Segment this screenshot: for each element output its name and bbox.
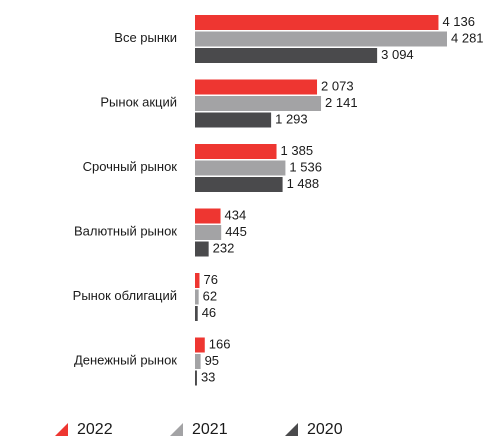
category-label: Рынок облигаций — [73, 288, 177, 303]
legend-label: 2020 — [307, 421, 343, 438]
value-label: 1 488 — [287, 176, 320, 191]
bar — [195, 96, 322, 111]
value-label: 2 141 — [325, 95, 358, 110]
value-label: 232 — [213, 240, 235, 255]
bar — [195, 225, 222, 240]
value-label: 4 281 — [451, 30, 484, 45]
legend-swatch — [55, 423, 68, 436]
bar — [195, 177, 283, 192]
bar — [195, 15, 439, 30]
bar — [195, 337, 205, 353]
bar — [195, 273, 200, 288]
category-label: Срочный рынок — [83, 159, 178, 174]
bar — [195, 354, 201, 369]
legend-label: 2021 — [192, 421, 228, 438]
bar — [195, 370, 197, 386]
category-label: Денежный рынок — [74, 353, 177, 368]
value-label: 1 293 — [275, 111, 308, 126]
bar — [195, 241, 209, 257]
bar — [195, 208, 221, 224]
value-label: 434 — [225, 207, 247, 222]
legend-label: 2022 — [77, 421, 113, 438]
bar — [195, 48, 378, 63]
value-label: 46 — [202, 305, 216, 320]
legend-swatch — [285, 423, 298, 436]
category-label: Валютный рынок — [74, 224, 177, 239]
bar — [195, 31, 447, 47]
value-label: 1 385 — [281, 143, 314, 158]
value-label: 76 — [203, 272, 217, 287]
bar — [195, 112, 272, 128]
value-label: 2 073 — [321, 78, 354, 93]
value-label: 62 — [203, 288, 217, 303]
value-label: 3 094 — [381, 47, 414, 62]
bar — [195, 160, 286, 176]
value-label: 1 536 — [289, 159, 322, 174]
category-label: Рынок акций — [100, 95, 177, 110]
bar — [195, 306, 198, 321]
legend-swatch — [170, 423, 183, 436]
bar — [195, 144, 277, 159]
value-label: 166 — [209, 336, 231, 351]
bar — [195, 79, 318, 95]
value-label: 95 — [205, 353, 219, 368]
value-label: 4 136 — [442, 14, 475, 29]
value-label: 33 — [201, 369, 215, 384]
category-label: Все рынки — [114, 30, 177, 45]
value-label: 445 — [225, 224, 247, 239]
bar — [195, 289, 199, 305]
